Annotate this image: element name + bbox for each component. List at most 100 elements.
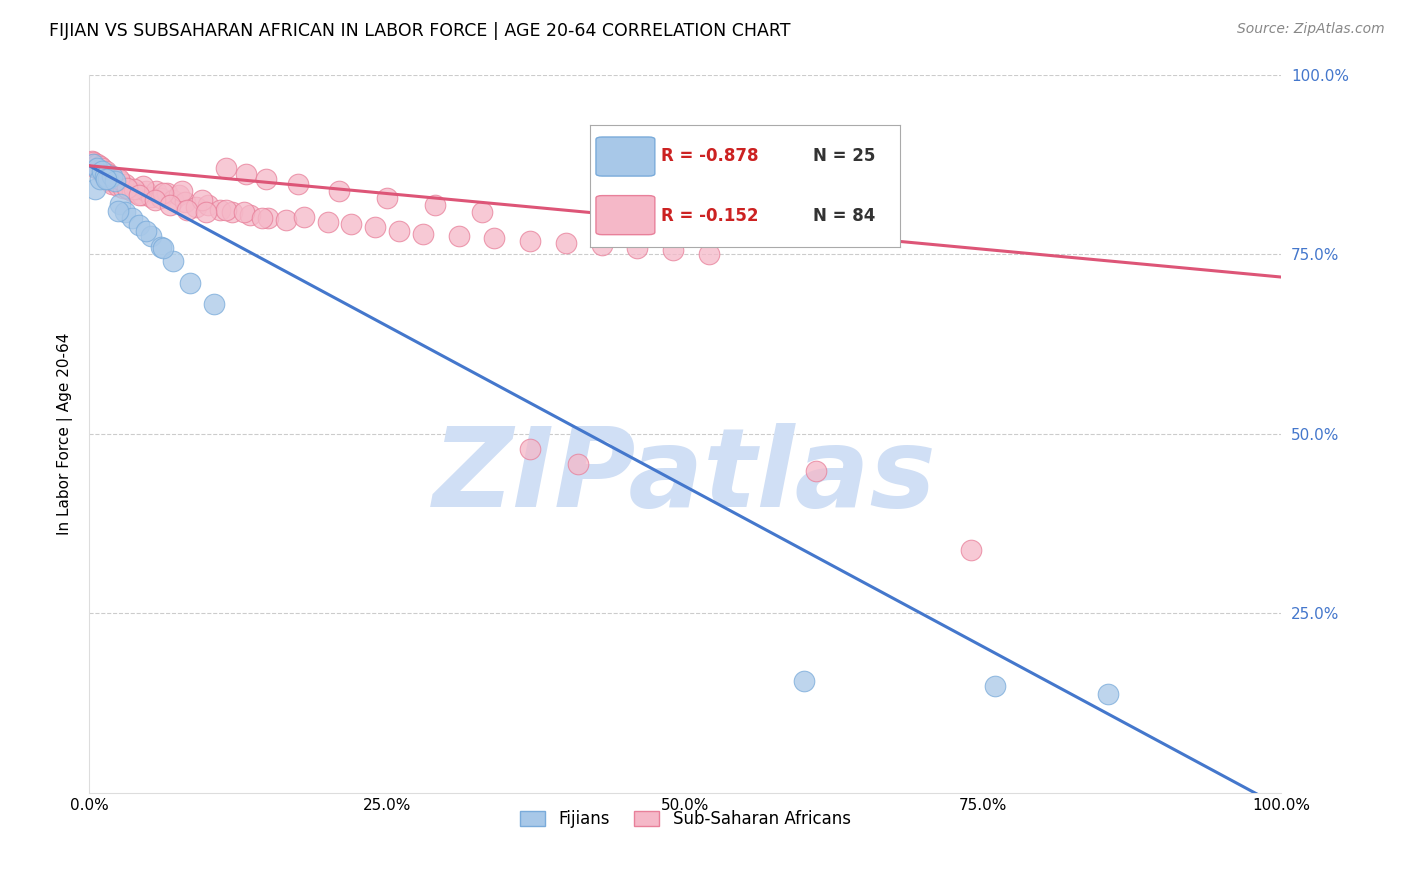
Point	[662, 244, 685, 258]
Point	[84, 182, 107, 196]
Point	[128, 219, 150, 233]
Point	[375, 191, 398, 205]
Point	[121, 211, 143, 226]
Point	[423, 198, 446, 212]
Point	[162, 193, 184, 207]
Point	[250, 211, 273, 226]
Point	[101, 171, 124, 186]
Point	[108, 174, 131, 188]
Point	[793, 674, 815, 689]
Point	[202, 297, 225, 311]
Point	[257, 211, 280, 226]
Point	[94, 171, 117, 186]
Text: ZIPatlas: ZIPatlas	[433, 423, 936, 530]
Point	[83, 157, 105, 171]
Point	[132, 178, 155, 193]
Point	[139, 189, 162, 203]
Point	[91, 164, 114, 178]
Point	[139, 229, 162, 244]
Point	[215, 161, 238, 175]
Point	[131, 188, 153, 202]
Point	[156, 186, 179, 200]
Point	[287, 177, 309, 191]
Point	[84, 160, 107, 174]
Point	[89, 171, 111, 186]
Point	[173, 195, 195, 210]
Point	[519, 442, 541, 457]
Point	[108, 171, 131, 186]
Point	[316, 215, 339, 229]
Point	[84, 161, 107, 175]
Point	[162, 254, 184, 268]
Point	[111, 181, 134, 195]
Point	[114, 177, 136, 191]
Point	[107, 178, 129, 193]
Point	[960, 543, 983, 558]
Point	[82, 155, 104, 169]
Point	[100, 169, 122, 184]
Point	[519, 234, 541, 248]
Point	[97, 167, 120, 181]
Point	[143, 193, 166, 207]
Point	[93, 167, 115, 181]
Point	[149, 191, 172, 205]
Point	[292, 210, 315, 224]
Point	[104, 174, 127, 188]
Point	[145, 184, 167, 198]
Point	[984, 679, 1007, 693]
Point	[412, 227, 434, 241]
Point	[98, 174, 121, 188]
Point	[152, 186, 174, 200]
Text: FIJIAN VS SUBSAHARAN AFRICAN IN LABOR FORCE | AGE 20-64 CORRELATION CHART: FIJIAN VS SUBSAHARAN AFRICAN IN LABOR FO…	[49, 22, 790, 40]
Point	[209, 202, 232, 217]
Point	[179, 276, 201, 290]
Point	[117, 182, 139, 196]
Point	[235, 167, 257, 181]
Point	[101, 169, 124, 184]
Point	[176, 202, 198, 217]
Point	[274, 212, 297, 227]
Point	[101, 177, 124, 191]
Point	[567, 457, 589, 471]
Point	[149, 240, 172, 254]
Point	[697, 247, 720, 261]
Point	[1097, 687, 1119, 701]
Point	[121, 184, 143, 198]
Point	[591, 238, 613, 252]
Point	[86, 157, 108, 171]
Point	[159, 198, 181, 212]
Point	[340, 217, 363, 231]
Point	[388, 224, 411, 238]
Point	[87, 162, 110, 177]
Point	[233, 205, 256, 219]
Point	[364, 219, 387, 234]
Point	[194, 205, 217, 219]
Point	[447, 229, 470, 244]
Point	[108, 196, 131, 211]
Point	[197, 198, 219, 212]
Point	[328, 184, 350, 198]
Y-axis label: In Labor Force | Age 20-64: In Labor Force | Age 20-64	[58, 333, 73, 535]
Point	[114, 205, 136, 219]
Point	[104, 175, 127, 189]
Point	[626, 241, 648, 255]
Point	[80, 153, 103, 168]
Point	[124, 182, 146, 196]
Point	[94, 164, 117, 178]
Point	[167, 188, 190, 202]
Point	[107, 204, 129, 219]
Point	[215, 202, 238, 217]
Point	[86, 161, 108, 175]
Point	[93, 169, 115, 184]
Point	[471, 205, 494, 219]
Point	[97, 171, 120, 186]
Point	[128, 188, 150, 202]
Point	[135, 184, 157, 198]
Legend: Fijians, Sub-Saharan Africans: Fijians, Sub-Saharan Africans	[513, 804, 858, 835]
Point	[806, 464, 828, 478]
Point	[239, 208, 262, 222]
Point	[93, 169, 115, 184]
Point	[254, 171, 277, 186]
Point	[96, 171, 118, 186]
Point	[135, 224, 157, 238]
